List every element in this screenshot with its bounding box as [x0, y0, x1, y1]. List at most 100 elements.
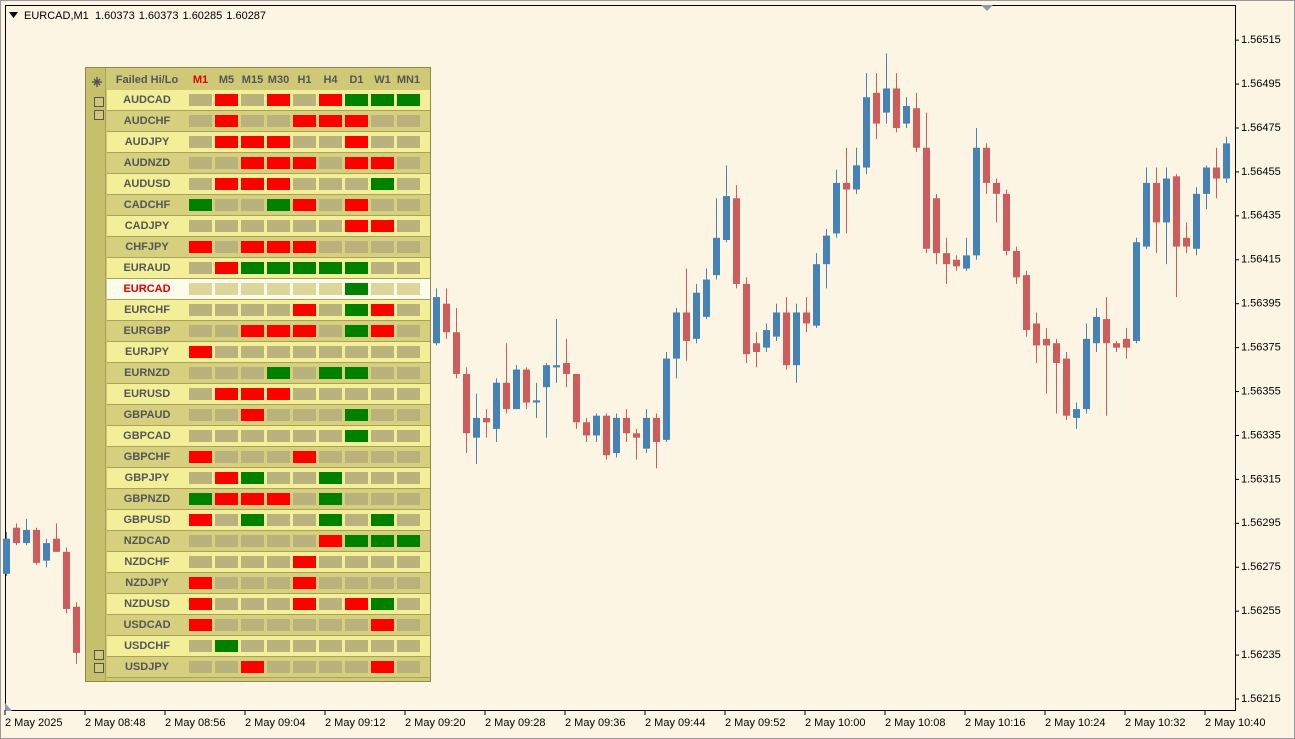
signal-cell[interactable]	[397, 388, 420, 400]
signal-cell[interactable]	[345, 199, 368, 211]
signal-cell[interactable]	[371, 514, 394, 526]
signal-cell[interactable]	[293, 598, 316, 610]
symbol[interactable]: CADCHF	[123, 199, 171, 211]
signal-cell[interactable]	[215, 115, 238, 127]
symbol[interactable]: CHFJPY	[125, 241, 169, 253]
symbol[interactable]: AUDJPY	[124, 136, 170, 148]
signal-cell[interactable]	[319, 115, 342, 127]
signal-cell[interactable]	[241, 451, 264, 463]
timeframe-header[interactable]: M5	[218, 74, 235, 86]
signal-cell[interactable]	[267, 388, 290, 400]
timeframe-header[interactable]: M1	[192, 74, 209, 86]
signal-cell[interactable]	[397, 199, 420, 211]
signal-cell[interactable]	[189, 556, 212, 568]
signal-cell[interactable]	[241, 640, 264, 652]
signal-cell[interactable]	[371, 199, 394, 211]
signal-cell[interactable]	[189, 367, 212, 379]
signal-cell[interactable]	[345, 598, 368, 610]
signal-cell[interactable]	[267, 304, 290, 316]
signal-cell[interactable]	[345, 409, 368, 421]
signal-cell[interactable]	[319, 367, 342, 379]
signal-cell[interactable]	[345, 115, 368, 127]
signal-cell[interactable]	[345, 367, 368, 379]
signal-cell[interactable]	[241, 220, 264, 232]
signal-cell[interactable]	[371, 178, 394, 190]
signal-cell[interactable]	[345, 262, 368, 274]
symbol[interactable]: EURJPY	[124, 346, 170, 358]
signal-cell[interactable]	[189, 388, 212, 400]
signal-cell[interactable]	[371, 157, 394, 169]
signal-cell[interactable]	[241, 430, 264, 442]
signal-cell[interactable]	[189, 136, 212, 148]
signal-cell[interactable]	[397, 136, 420, 148]
signal-cell[interactable]	[293, 367, 316, 379]
signal-cell[interactable]	[371, 556, 394, 568]
signal-cell[interactable]	[215, 94, 238, 106]
signal-cell[interactable]	[241, 115, 264, 127]
signal-cell[interactable]	[293, 514, 316, 526]
signal-cell[interactable]	[345, 493, 368, 505]
signal-cell[interactable]	[319, 241, 342, 253]
signal-cell[interactable]	[293, 556, 316, 568]
signal-cell[interactable]	[345, 157, 368, 169]
signal-cell[interactable]	[293, 661, 316, 673]
signal-cell[interactable]	[293, 178, 316, 190]
signal-cell[interactable]	[267, 535, 290, 547]
symbol[interactable]: GBPAUD	[123, 409, 171, 421]
signal-cell[interactable]	[215, 661, 238, 673]
signal-cell[interactable]	[371, 598, 394, 610]
signal-cell[interactable]	[293, 304, 316, 316]
symbol[interactable]: EURNZD	[124, 367, 170, 379]
signal-cell[interactable]	[397, 556, 420, 568]
signal-cell[interactable]	[293, 325, 316, 337]
signal-cell[interactable]	[397, 535, 420, 547]
signal-cell[interactable]	[189, 157, 212, 169]
signal-cell[interactable]	[319, 136, 342, 148]
signal-cell[interactable]	[241, 94, 264, 106]
signal-cell[interactable]	[215, 220, 238, 232]
signal-cell[interactable]	[189, 241, 212, 253]
signal-cell[interactable]	[397, 115, 420, 127]
signal-cell[interactable]	[371, 115, 394, 127]
signal-cell[interactable]	[189, 640, 212, 652]
signal-cell[interactable]	[319, 535, 342, 547]
signal-cell[interactable]	[267, 283, 290, 295]
signal-cell[interactable]	[215, 136, 238, 148]
signal-cell[interactable]	[267, 493, 290, 505]
signal-cell[interactable]	[215, 199, 238, 211]
signal-cell[interactable]	[215, 283, 238, 295]
signal-cell[interactable]	[319, 556, 342, 568]
signal-cell[interactable]	[267, 136, 290, 148]
signal-cell[interactable]	[241, 661, 264, 673]
signal-cell[interactable]	[371, 346, 394, 358]
signal-cell[interactable]	[189, 598, 212, 610]
signal-cell[interactable]	[319, 514, 342, 526]
signal-cell[interactable]	[319, 409, 342, 421]
signal-cell[interactable]	[319, 493, 342, 505]
symbol[interactable]: AUDNZD	[123, 157, 171, 169]
checkbox[interactable]	[94, 97, 104, 107]
signal-cell[interactable]	[371, 220, 394, 232]
signal-cell[interactable]	[371, 262, 394, 274]
timeframe-header[interactable]: W1	[374, 74, 391, 86]
signal-cell[interactable]	[215, 430, 238, 442]
signal-cell[interactable]	[293, 283, 316, 295]
signal-cell[interactable]	[215, 556, 238, 568]
timeframe-header[interactable]: H1	[297, 74, 312, 86]
signal-cell[interactable]	[241, 325, 264, 337]
signal-cell[interactable]	[345, 94, 368, 106]
symbol[interactable]: EURCAD	[123, 283, 171, 295]
signal-cell[interactable]	[189, 430, 212, 442]
signal-cell[interactable]	[371, 577, 394, 589]
signal-cell[interactable]	[397, 262, 420, 274]
signal-cell[interactable]	[189, 409, 212, 421]
signal-cell[interactable]	[345, 220, 368, 232]
signal-cell[interactable]	[189, 283, 212, 295]
signal-cell[interactable]	[319, 430, 342, 442]
signal-cell[interactable]	[189, 493, 212, 505]
signal-cell[interactable]	[267, 409, 290, 421]
signal-cell[interactable]	[189, 619, 212, 631]
signal-cell[interactable]	[241, 283, 264, 295]
signal-cell[interactable]	[267, 220, 290, 232]
signal-cell[interactable]	[267, 577, 290, 589]
